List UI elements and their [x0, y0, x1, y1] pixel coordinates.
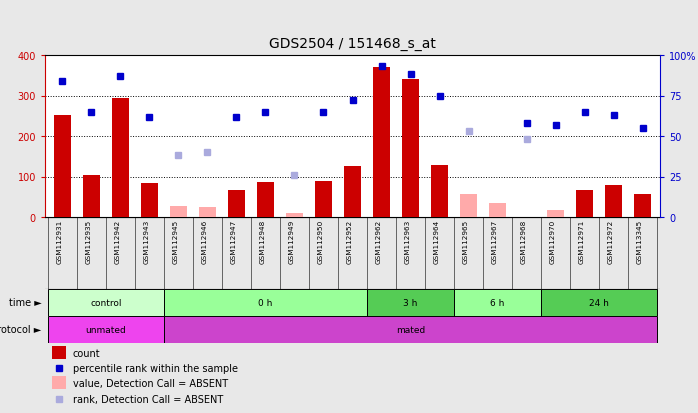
Text: GSM112967: GSM112967 [491, 220, 498, 264]
Text: unmated: unmated [86, 325, 126, 334]
Text: GSM112962: GSM112962 [376, 220, 382, 264]
Text: GSM112943: GSM112943 [143, 220, 149, 264]
Bar [634, 194, 651, 218]
Text: mated: mated [396, 325, 425, 334]
Text: 6 h: 6 h [491, 298, 505, 307]
Bar [285, 214, 303, 218]
Text: time ►: time ► [9, 298, 41, 308]
Text: protocol ►: protocol ► [0, 325, 41, 335]
Bar [541, 289, 657, 316]
Text: 3 h: 3 h [403, 298, 417, 307]
Bar [431, 166, 448, 218]
Text: GSM113345: GSM113345 [637, 220, 643, 264]
Text: GSM112931: GSM112931 [57, 220, 62, 264]
Bar [367, 289, 454, 316]
Bar [164, 316, 657, 343]
Text: GSM112968: GSM112968 [521, 220, 526, 264]
Bar [547, 210, 564, 218]
Text: 0 h: 0 h [258, 298, 273, 307]
Bar [170, 206, 187, 218]
Text: GSM112946: GSM112946 [202, 220, 207, 264]
Bar [402, 80, 419, 218]
Text: GSM112965: GSM112965 [463, 220, 468, 264]
Text: GDS2504 / 151468_s_at: GDS2504 / 151468_s_at [269, 37, 436, 51]
Bar [344, 166, 361, 218]
Bar [141, 183, 158, 218]
Bar [52, 376, 66, 389]
Text: percentile rank within the sample: percentile rank within the sample [73, 363, 238, 373]
Bar [489, 203, 506, 218]
Bar [48, 316, 164, 343]
Text: GSM112963: GSM112963 [405, 220, 410, 264]
Text: GSM112948: GSM112948 [260, 220, 265, 264]
Bar [460, 194, 477, 218]
Bar [48, 289, 164, 316]
Text: 24 h: 24 h [589, 298, 609, 307]
Text: GSM112972: GSM112972 [607, 220, 614, 264]
Text: GSM112970: GSM112970 [549, 220, 556, 264]
Text: GSM112949: GSM112949 [288, 220, 295, 264]
Bar [112, 99, 129, 218]
Bar [54, 116, 71, 218]
Text: GSM112952: GSM112952 [346, 220, 352, 264]
Text: value, Detection Call = ABSENT: value, Detection Call = ABSENT [73, 378, 228, 388]
Bar [52, 346, 66, 359]
Bar [315, 182, 332, 218]
Text: GSM112947: GSM112947 [230, 220, 237, 264]
Bar [576, 191, 593, 218]
Bar [373, 68, 390, 218]
Text: GSM112942: GSM112942 [114, 220, 121, 264]
Bar [82, 176, 100, 218]
Bar [228, 190, 245, 218]
Bar [164, 289, 367, 316]
Bar [605, 185, 623, 218]
Bar [454, 289, 541, 316]
Text: GSM112971: GSM112971 [579, 220, 585, 264]
Text: rank, Detection Call = ABSENT: rank, Detection Call = ABSENT [73, 394, 223, 404]
Text: count: count [73, 348, 101, 358]
Text: GSM112950: GSM112950 [318, 220, 323, 264]
Bar [257, 182, 274, 218]
Bar [199, 207, 216, 218]
Text: GSM112945: GSM112945 [172, 220, 179, 264]
Text: GSM112935: GSM112935 [85, 220, 91, 264]
Text: GSM112964: GSM112964 [433, 220, 440, 264]
Text: control: control [90, 298, 121, 307]
